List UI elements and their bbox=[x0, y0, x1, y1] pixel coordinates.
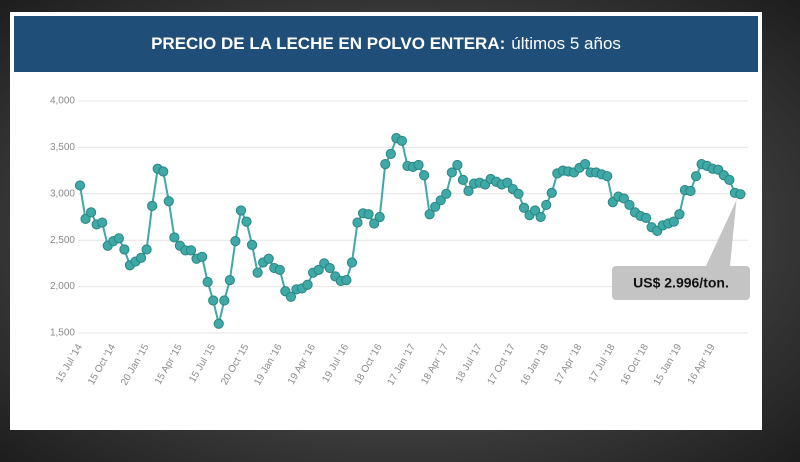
data-point bbox=[135, 252, 147, 263]
data-point bbox=[735, 189, 746, 200]
annotation: US$ 2.996/ton. bbox=[633, 275, 729, 291]
panel bbox=[10, 12, 762, 430]
data-point bbox=[246, 239, 258, 250]
data-point bbox=[224, 275, 235, 286]
data-point bbox=[197, 251, 208, 263]
callout-box bbox=[612, 266, 750, 300]
data-point bbox=[252, 267, 263, 278]
y-tick-label: 3,000 bbox=[50, 188, 75, 199]
data-point bbox=[86, 207, 97, 218]
data-point bbox=[435, 195, 446, 206]
data-point bbox=[602, 171, 613, 182]
data-point bbox=[530, 205, 541, 216]
data-point bbox=[285, 291, 296, 302]
data-point bbox=[674, 209, 685, 220]
data-point bbox=[163, 196, 174, 207]
title-bar bbox=[14, 16, 758, 72]
data-point bbox=[430, 201, 441, 212]
data-point bbox=[424, 209, 435, 220]
data-point bbox=[363, 209, 374, 220]
data-point bbox=[419, 170, 430, 181]
y-tick-label: 1,500 bbox=[50, 328, 75, 339]
data-point bbox=[690, 171, 702, 182]
data-point bbox=[385, 148, 396, 159]
data-point bbox=[724, 174, 735, 185]
data-point bbox=[641, 212, 652, 224]
data-point bbox=[302, 279, 313, 290]
data-point bbox=[579, 159, 591, 170]
data-point bbox=[141, 244, 152, 255]
data-point bbox=[147, 200, 158, 211]
data-point bbox=[219, 295, 230, 306]
data-point bbox=[80, 213, 91, 224]
data-point bbox=[185, 245, 197, 256]
data-point bbox=[263, 253, 274, 264]
data-point bbox=[230, 236, 241, 247]
y-tick-label: 4,000 bbox=[50, 96, 75, 107]
data-point bbox=[685, 185, 696, 197]
data-point bbox=[208, 295, 219, 306]
data-point bbox=[313, 264, 324, 275]
data-point bbox=[169, 232, 180, 243]
data-point bbox=[241, 216, 252, 227]
data-point bbox=[97, 217, 108, 228]
data-point bbox=[274, 264, 285, 275]
data-point bbox=[346, 257, 358, 268]
chart-title: PRECIO DE LA LECHE EN POLVO ENTERA: últim… bbox=[151, 34, 621, 53]
title-bold: PRECIO DE LA LECHE EN POLVO ENTERA: bbox=[151, 34, 505, 53]
data-point bbox=[624, 199, 635, 211]
data-point bbox=[119, 244, 130, 255]
data-point bbox=[380, 159, 391, 170]
data-point bbox=[413, 159, 424, 171]
data-point bbox=[158, 166, 169, 177]
data-point bbox=[74, 180, 86, 191]
data-point bbox=[502, 177, 513, 188]
data-point bbox=[452, 159, 463, 171]
data-point bbox=[235, 205, 247, 216]
data-point bbox=[618, 193, 630, 204]
data-point bbox=[668, 216, 679, 227]
data-point bbox=[202, 276, 213, 288]
data-point bbox=[341, 275, 352, 286]
data-point bbox=[369, 218, 380, 229]
data-point bbox=[374, 211, 385, 223]
data-point bbox=[518, 202, 530, 213]
title-light: últimos 5 años bbox=[511, 34, 621, 53]
data-point bbox=[213, 318, 224, 329]
y-tick-label: 2,500 bbox=[50, 235, 75, 246]
data-point bbox=[535, 211, 546, 223]
data-point bbox=[513, 188, 524, 199]
data-point bbox=[541, 199, 552, 211]
y-tick-label: 2,000 bbox=[50, 281, 75, 292]
data-point bbox=[396, 135, 407, 147]
data-point bbox=[463, 185, 474, 197]
data-point bbox=[546, 187, 557, 198]
data-point bbox=[113, 233, 124, 244]
data-point bbox=[324, 262, 335, 274]
data-point bbox=[457, 174, 469, 185]
data-point bbox=[446, 167, 457, 178]
y-tick-label: 3,500 bbox=[50, 142, 75, 153]
callout-pointer bbox=[706, 200, 737, 266]
data-point bbox=[441, 188, 452, 199]
data-point bbox=[352, 217, 363, 228]
